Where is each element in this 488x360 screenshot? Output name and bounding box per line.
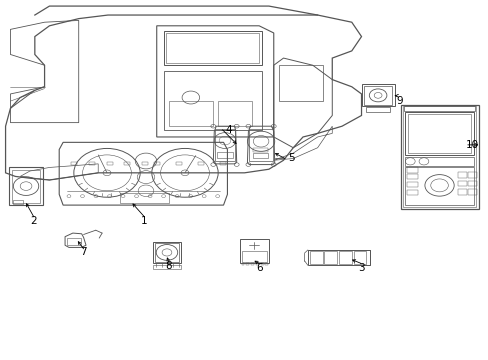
Bar	[220, 162, 225, 165]
Text: 10: 10	[465, 140, 478, 150]
Bar	[467, 172, 476, 178]
Bar	[363, 86, 391, 105]
Bar	[407, 114, 470, 153]
Bar	[239, 239, 268, 263]
Bar	[166, 33, 259, 63]
Bar	[400, 105, 478, 209]
Bar	[324, 251, 336, 264]
Bar	[154, 162, 160, 165]
Text: 5: 5	[287, 153, 294, 163]
Bar	[120, 193, 168, 203]
Bar	[253, 148, 267, 152]
Bar	[353, 251, 366, 264]
Bar	[404, 106, 474, 111]
Bar	[407, 167, 417, 173]
Bar	[366, 107, 389, 112]
Bar	[338, 251, 351, 264]
Bar	[261, 263, 264, 265]
Text: 1: 1	[141, 216, 147, 226]
Bar	[198, 162, 203, 165]
Bar	[153, 265, 181, 269]
Bar	[253, 153, 267, 158]
Bar	[405, 157, 473, 166]
Bar	[12, 170, 40, 203]
Bar	[163, 31, 261, 65]
Bar	[246, 263, 249, 265]
Bar	[249, 129, 272, 161]
Bar	[407, 190, 417, 195]
Text: 3: 3	[358, 263, 364, 273]
Text: 8: 8	[165, 261, 172, 271]
Bar	[9, 167, 42, 205]
Bar	[216, 152, 233, 158]
Bar	[405, 167, 473, 205]
Bar	[309, 251, 322, 264]
Text: 6: 6	[255, 263, 262, 273]
Bar	[241, 263, 244, 265]
Bar	[153, 242, 181, 263]
Bar	[142, 162, 148, 165]
Bar	[241, 251, 266, 262]
Bar	[215, 129, 234, 161]
Bar	[163, 71, 261, 130]
Bar	[66, 238, 81, 245]
Bar	[278, 65, 322, 101]
Bar	[155, 243, 179, 262]
Bar	[176, 162, 182, 165]
Text: 2: 2	[30, 216, 37, 226]
Bar	[407, 182, 417, 187]
Bar	[407, 174, 417, 179]
Bar	[124, 162, 130, 165]
Bar	[106, 162, 112, 165]
Bar	[467, 189, 476, 195]
Bar	[457, 189, 466, 195]
Bar	[402, 107, 475, 207]
Bar	[217, 101, 251, 126]
Bar	[89, 162, 95, 165]
Bar	[467, 181, 476, 186]
Bar	[251, 263, 254, 265]
Text: 4: 4	[225, 125, 232, 135]
Bar	[168, 101, 212, 126]
Bar	[457, 172, 466, 178]
Bar	[457, 181, 466, 186]
Bar	[361, 84, 394, 107]
Text: 9: 9	[395, 96, 402, 106]
Bar	[264, 263, 267, 265]
Bar	[13, 201, 22, 204]
Bar	[307, 250, 369, 265]
Bar	[71, 162, 77, 165]
Bar	[256, 263, 259, 265]
Bar	[405, 112, 473, 155]
Text: 7: 7	[80, 247, 87, 257]
